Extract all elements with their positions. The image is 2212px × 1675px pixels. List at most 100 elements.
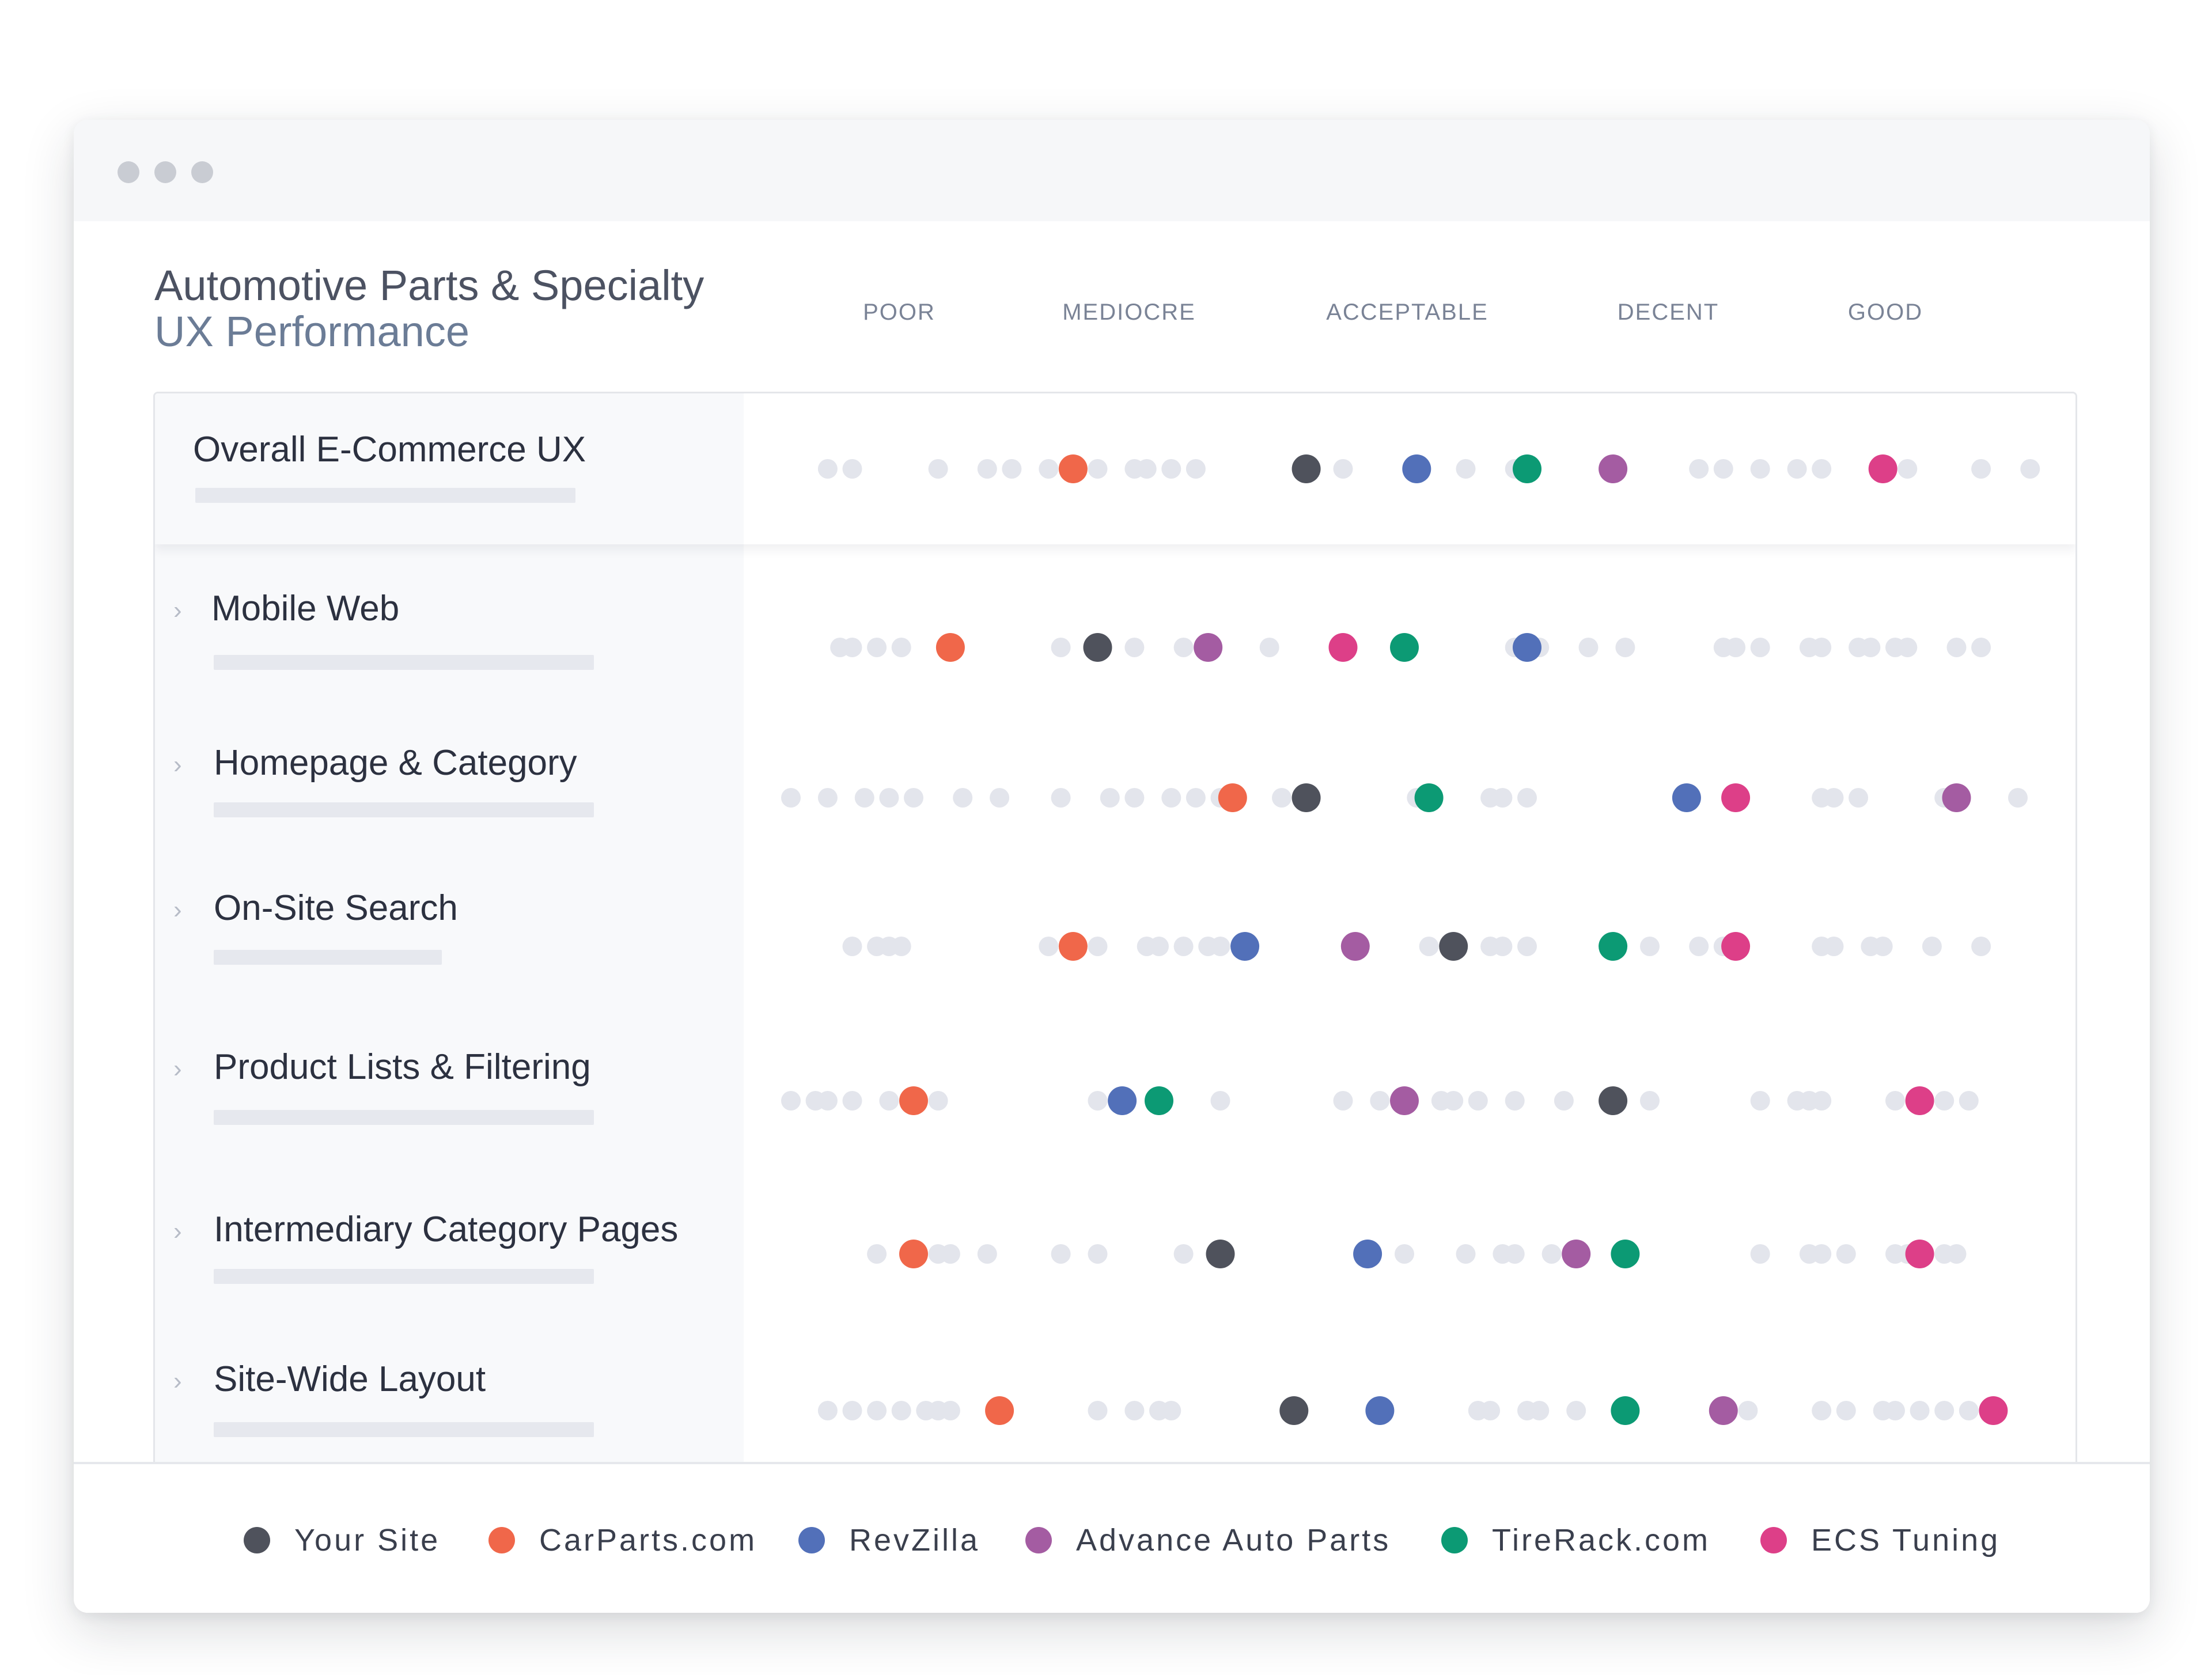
scale-label-acceptable: ACCEPTABLE — [1326, 300, 1488, 325]
background-dot — [1750, 638, 1770, 657]
series-dot-advance-auto-parts[interactable] — [1942, 783, 1971, 812]
series-dot-revzilla[interactable] — [1513, 633, 1541, 662]
legend-dot-icon — [1760, 1527, 1787, 1553]
background-dot — [1002, 459, 1022, 479]
background-dot — [953, 788, 973, 808]
series-dot-tirerack-com[interactable] — [1513, 454, 1541, 483]
window-control-dot[interactable] — [154, 161, 176, 183]
series-dot-carparts-com[interactable] — [1058, 454, 1088, 483]
series-dot-tirerack-com[interactable] — [1145, 1086, 1173, 1115]
background-dot — [1100, 788, 1120, 808]
series-dot-tirerack-com[interactable] — [1390, 633, 1419, 662]
legend-item-ecs-tuning[interactable]: ECS Tuning — [1760, 1523, 2000, 1557]
chevron-right-icon[interactable]: › — [173, 1217, 182, 1245]
series-dot-advance-auto-parts[interactable] — [1709, 1396, 1738, 1425]
legend-item-your-site[interactable]: Your Site — [244, 1523, 440, 1557]
window-control-dot[interactable] — [191, 161, 213, 183]
series-dot-revzilla[interactable] — [1402, 454, 1431, 483]
background-dot — [1051, 1244, 1071, 1264]
series-dot-revzilla[interactable] — [1108, 1086, 1137, 1115]
legend-dot-icon — [1025, 1527, 1052, 1553]
legend-item-carparts[interactable]: CarParts.com — [488, 1523, 757, 1557]
chevron-right-icon[interactable]: › — [173, 1367, 182, 1395]
dot-plot — [781, 454, 2040, 1425]
background-dot — [1088, 1401, 1108, 1420]
footer-divider — [74, 1462, 2150, 1464]
series-dot-your-site[interactable] — [1291, 783, 1321, 812]
background-dot — [854, 788, 874, 808]
series-dot-revzilla[interactable] — [1672, 783, 1701, 812]
background-dot — [1173, 1244, 1194, 1264]
overall-row-label-cell: Overall E-Commerce UX — [155, 393, 744, 544]
legend-item-revzilla[interactable]: RevZilla — [798, 1523, 980, 1557]
legend-item-tirerack[interactable]: TireRack.com — [1441, 1523, 1710, 1557]
background-dot — [1946, 1244, 1967, 1264]
chevron-right-icon[interactable]: › — [173, 1055, 182, 1083]
background-dot — [1173, 638, 1194, 657]
series-dot-ecs-tuning[interactable] — [1905, 1240, 1934, 1268]
series-dot-carparts-com[interactable] — [1058, 932, 1088, 961]
series-dot-tirerack-com[interactable] — [1611, 1240, 1640, 1268]
chevron-right-icon[interactable]: › — [173, 596, 182, 624]
legend-label: Advance Auto Parts — [1076, 1523, 1391, 1557]
series-dot-ecs-tuning[interactable] — [1328, 633, 1358, 662]
background-dot — [1946, 638, 1967, 657]
series-dot-revzilla[interactable] — [1353, 1240, 1382, 1268]
background-dot — [904, 788, 923, 808]
chevron-right-icon[interactable]: › — [173, 751, 182, 779]
series-dot-advance-auto-parts[interactable] — [1599, 454, 1628, 483]
series-dot-carparts-com[interactable] — [899, 1240, 928, 1268]
series-dot-carparts-com[interactable] — [899, 1086, 928, 1115]
background-dot — [1910, 1401, 1930, 1420]
series-dot-advance-auto-parts[interactable] — [1194, 633, 1223, 662]
chevron-right-icon[interactable]: › — [173, 896, 182, 924]
background-dot — [1897, 638, 1918, 657]
series-dot-your-site[interactable] — [1291, 454, 1321, 483]
series-dot-tirerack-com[interactable] — [1611, 1396, 1640, 1425]
background-dot — [1873, 937, 1893, 956]
row-label-product-lists-filtering: Product Lists & Filtering — [214, 1047, 591, 1087]
series-dot-tirerack-com[interactable] — [1414, 783, 1444, 812]
series-dot-advance-auto-parts[interactable] — [1562, 1240, 1591, 1268]
legend-label: ECS Tuning — [1811, 1523, 2001, 1557]
background-dot — [2020, 459, 2040, 479]
series-dot-your-site[interactable] — [1599, 1086, 1628, 1115]
background-dot — [1088, 1244, 1108, 1264]
series-dot-your-site[interactable] — [1206, 1240, 1235, 1268]
series-dot-ecs-tuning[interactable] — [1979, 1396, 2008, 1425]
background-dot — [1333, 1091, 1353, 1111]
series-dot-your-site[interactable] — [1439, 932, 1468, 961]
series-dot-ecs-tuning[interactable] — [1721, 783, 1751, 812]
series-dot-revzilla[interactable] — [1365, 1396, 1395, 1425]
background-dot — [1039, 459, 1059, 479]
background-dot — [1173, 937, 1194, 956]
series-dot-revzilla[interactable] — [1230, 932, 1260, 961]
series-dot-carparts-com[interactable] — [1218, 783, 1247, 812]
series-dot-carparts-com[interactable] — [985, 1396, 1014, 1425]
series-dot-your-site[interactable] — [1279, 1396, 1309, 1425]
legend-dot-icon — [1441, 1527, 1468, 1553]
background-dot — [940, 1401, 960, 1420]
series-dot-ecs-tuning[interactable] — [1905, 1086, 1934, 1115]
background-dot — [1517, 788, 1537, 808]
legend-item-advance-auto-parts[interactable]: Advance Auto Parts — [1025, 1523, 1391, 1557]
background-dot — [928, 1091, 948, 1111]
background-dot — [1554, 1091, 1574, 1111]
background-dot — [1124, 788, 1145, 808]
background-dot — [1959, 1401, 1979, 1420]
series-dot-carparts-com[interactable] — [935, 633, 965, 662]
background-dot — [1395, 1244, 1414, 1264]
legend-dot-icon — [488, 1527, 515, 1553]
series-dot-tirerack-com[interactable] — [1599, 932, 1628, 961]
background-dot — [1124, 1401, 1145, 1420]
series-dot-ecs-tuning[interactable] — [1721, 932, 1751, 961]
window-control-dot[interactable] — [118, 161, 139, 183]
background-dot — [1824, 937, 1844, 956]
series-dot-advance-auto-parts[interactable] — [1340, 932, 1370, 961]
background-dot — [1051, 788, 1071, 808]
series-dot-your-site[interactable] — [1083, 633, 1112, 662]
background-dot — [1726, 638, 1746, 657]
series-dot-ecs-tuning[interactable] — [1868, 454, 1897, 483]
series-dot-advance-auto-parts[interactable] — [1390, 1086, 1419, 1115]
